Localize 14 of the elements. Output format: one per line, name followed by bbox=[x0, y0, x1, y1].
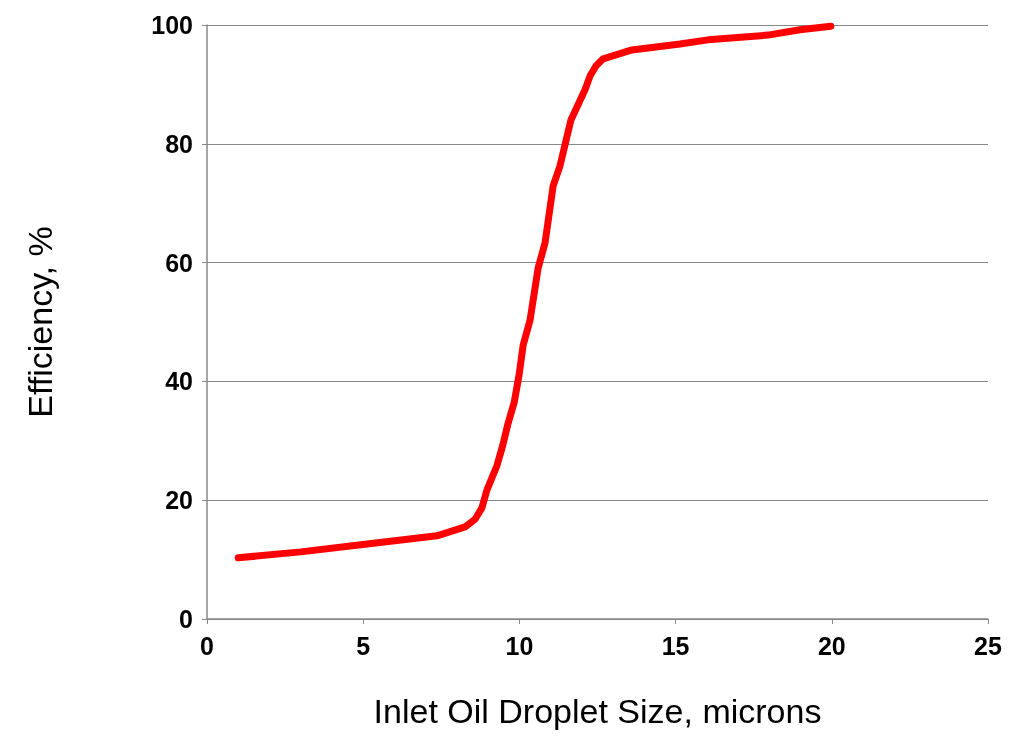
y-tick-label: 100 bbox=[151, 11, 193, 39]
x-tick-label: 20 bbox=[817, 631, 846, 660]
x-tick-label: 10 bbox=[505, 631, 534, 660]
x-tick-label: 25 bbox=[974, 631, 1002, 660]
y-tick-label: 60 bbox=[165, 248, 193, 277]
x-tick-label: 0 bbox=[200, 631, 214, 660]
y-tick-label: 40 bbox=[165, 367, 193, 396]
x-tick-label: 15 bbox=[661, 631, 690, 660]
x-axis-title: Inlet Oil Droplet Size, microns bbox=[373, 692, 822, 730]
y-tick-label: 0 bbox=[179, 605, 193, 633]
x-tick-label: 5 bbox=[356, 631, 371, 660]
y-axis-title: Efficiency, % bbox=[21, 226, 59, 418]
y-tick-label: 20 bbox=[165, 486, 193, 515]
y-tick-label: 80 bbox=[165, 129, 193, 158]
